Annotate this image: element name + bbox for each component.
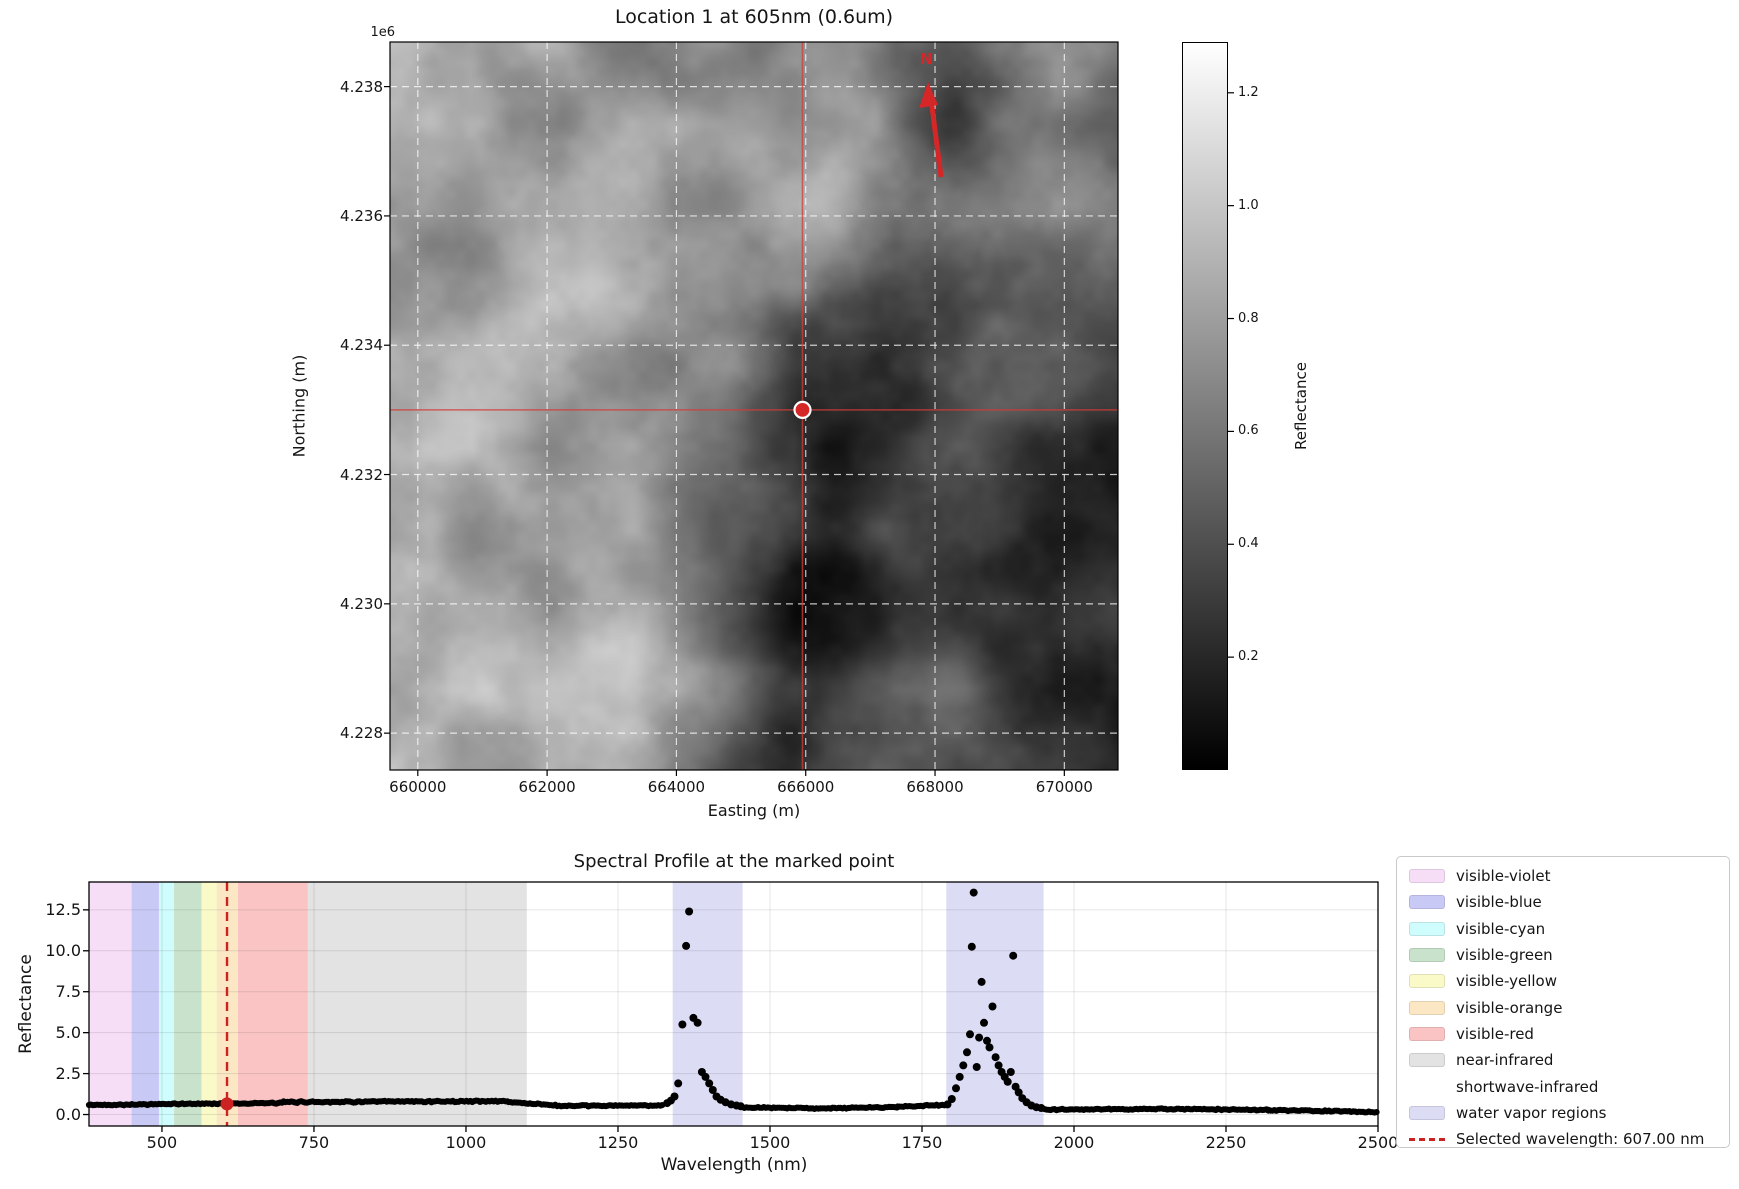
legend-swatch-icon bbox=[1409, 1105, 1445, 1120]
spectral-ytick-label: 7.5 bbox=[55, 981, 81, 1001]
spectral-xtick-label: 1500 bbox=[749, 1133, 791, 1152]
legend-label: water vapor regions bbox=[1456, 1103, 1607, 1122]
spectral-xlabel: Wavelength (nm) bbox=[660, 1155, 808, 1175]
legend-swatch-icon bbox=[1409, 895, 1445, 910]
spectral-ylabel: Reflectance bbox=[16, 954, 36, 1054]
legend-label: shortwave-infrared bbox=[1456, 1077, 1599, 1096]
spectral-xtick-label: 2250 bbox=[1205, 1133, 1247, 1152]
colorbar-tick-label: 0.2 bbox=[1238, 649, 1259, 665]
legend-label: visible-red bbox=[1456, 1024, 1534, 1043]
colorbar bbox=[1182, 42, 1228, 770]
legend-item: visible-red bbox=[1397, 1021, 1729, 1047]
legend-label: visible-violet bbox=[1456, 867, 1551, 886]
legend-item: water vapor regions bbox=[1397, 1100, 1729, 1126]
legend-swatch-icon bbox=[1409, 1026, 1445, 1041]
legend-item: visible-violet bbox=[1397, 863, 1729, 889]
spectral-ytick-label: 12.5 bbox=[45, 899, 81, 919]
legend: visible-violet visible-blue visible-cyan vi… bbox=[1396, 856, 1730, 1148]
legend-label: visible-green bbox=[1456, 946, 1553, 965]
legend-item: visible-blue bbox=[1397, 889, 1729, 915]
legend-item: visible-cyan bbox=[1397, 916, 1729, 942]
legend-item: Selected wavelength: 607.00 nm bbox=[1397, 1126, 1729, 1152]
spectral-xtick-label: 500 bbox=[146, 1133, 178, 1152]
map-ytick-label: 4.236 bbox=[340, 206, 383, 225]
north-label: N bbox=[920, 50, 933, 68]
colorbar-tick-label: 0.4 bbox=[1238, 536, 1259, 552]
legend-swatch-icon bbox=[1409, 1080, 1445, 1094]
legend-swatch-icon bbox=[1409, 948, 1445, 963]
legend-item: near-infrared bbox=[1397, 1047, 1729, 1073]
map-ytick-label: 4.232 bbox=[340, 465, 383, 484]
colorbar-tick-label: 1.2 bbox=[1238, 84, 1259, 100]
spectral-ytick-label: 2.5 bbox=[55, 1063, 81, 1083]
spectral-xtick-label: 1750 bbox=[901, 1133, 943, 1152]
colorbar-tick-label: 1.0 bbox=[1238, 197, 1259, 213]
legend-label: visible-cyan bbox=[1456, 919, 1546, 938]
map-ytick-label: 4.228 bbox=[340, 724, 383, 743]
legend-item: visible-orange bbox=[1397, 994, 1729, 1020]
spectral-xtick-label: 1000 bbox=[445, 1133, 487, 1152]
legend-label: visible-yellow bbox=[1456, 972, 1557, 991]
legend-item: visible-green bbox=[1397, 942, 1729, 968]
legend-swatch-icon bbox=[1409, 974, 1445, 989]
map-xtick-label: 666000 bbox=[777, 778, 835, 796]
legend-swatch-icon bbox=[1409, 869, 1445, 884]
map-ylabel: Northing (m) bbox=[289, 354, 309, 458]
legend-swatch-icon bbox=[1409, 1000, 1445, 1015]
map-title: Location 1 at 605nm (0.6um) bbox=[614, 6, 894, 28]
legend-item: visible-yellow bbox=[1397, 968, 1729, 994]
map-xtick-label: 660000 bbox=[389, 778, 447, 796]
colorbar-label: Reflectance bbox=[1292, 362, 1310, 450]
map-image[interactable] bbox=[390, 42, 1118, 770]
map-xtick-label: 668000 bbox=[906, 778, 964, 796]
map-ytick-label: 4.234 bbox=[340, 336, 383, 355]
map-ytick-label: 4.230 bbox=[340, 594, 383, 613]
map-ytick-label: 4.238 bbox=[340, 77, 383, 96]
spectral-ytick-label: 0.0 bbox=[55, 1104, 81, 1124]
legend-label: near-infrared bbox=[1456, 1051, 1554, 1070]
spectral-xtick-label: 750 bbox=[298, 1133, 330, 1152]
spectral-ytick-label: 10.0 bbox=[45, 940, 81, 960]
spectral-xtick-label: 1250 bbox=[597, 1133, 639, 1152]
legend-dashed-line-icon bbox=[1409, 1137, 1445, 1141]
legend-swatch-icon bbox=[1409, 1053, 1445, 1068]
colorbar-tick-label: 0.6 bbox=[1238, 423, 1259, 439]
map-xlabel: Easting (m) bbox=[707, 801, 801, 820]
legend-label: Selected wavelength: 607.00 nm bbox=[1456, 1130, 1705, 1149]
legend-item: shortwave-infrared bbox=[1397, 1073, 1729, 1099]
spectral-ytick-label: 5.0 bbox=[55, 1022, 81, 1042]
spectral-title: Spectral Profile at the marked point bbox=[573, 851, 895, 872]
legend-swatch-icon bbox=[1409, 921, 1445, 936]
spectral-xtick-label: 2500 bbox=[1357, 1133, 1399, 1152]
spectral-plot-area[interactable] bbox=[89, 882, 1378, 1126]
colorbar-tick-label: 0.8 bbox=[1238, 310, 1259, 326]
map-axis-offset-label: 1e6 bbox=[370, 25, 395, 40]
spectral-xtick-label: 2000 bbox=[1053, 1133, 1095, 1152]
map-xtick-label: 670000 bbox=[1035, 778, 1093, 796]
legend-label: visible-blue bbox=[1456, 893, 1542, 912]
map-xtick-label: 662000 bbox=[518, 778, 576, 796]
map-xtick-label: 664000 bbox=[647, 778, 706, 796]
legend-label: visible-orange bbox=[1456, 998, 1563, 1017]
